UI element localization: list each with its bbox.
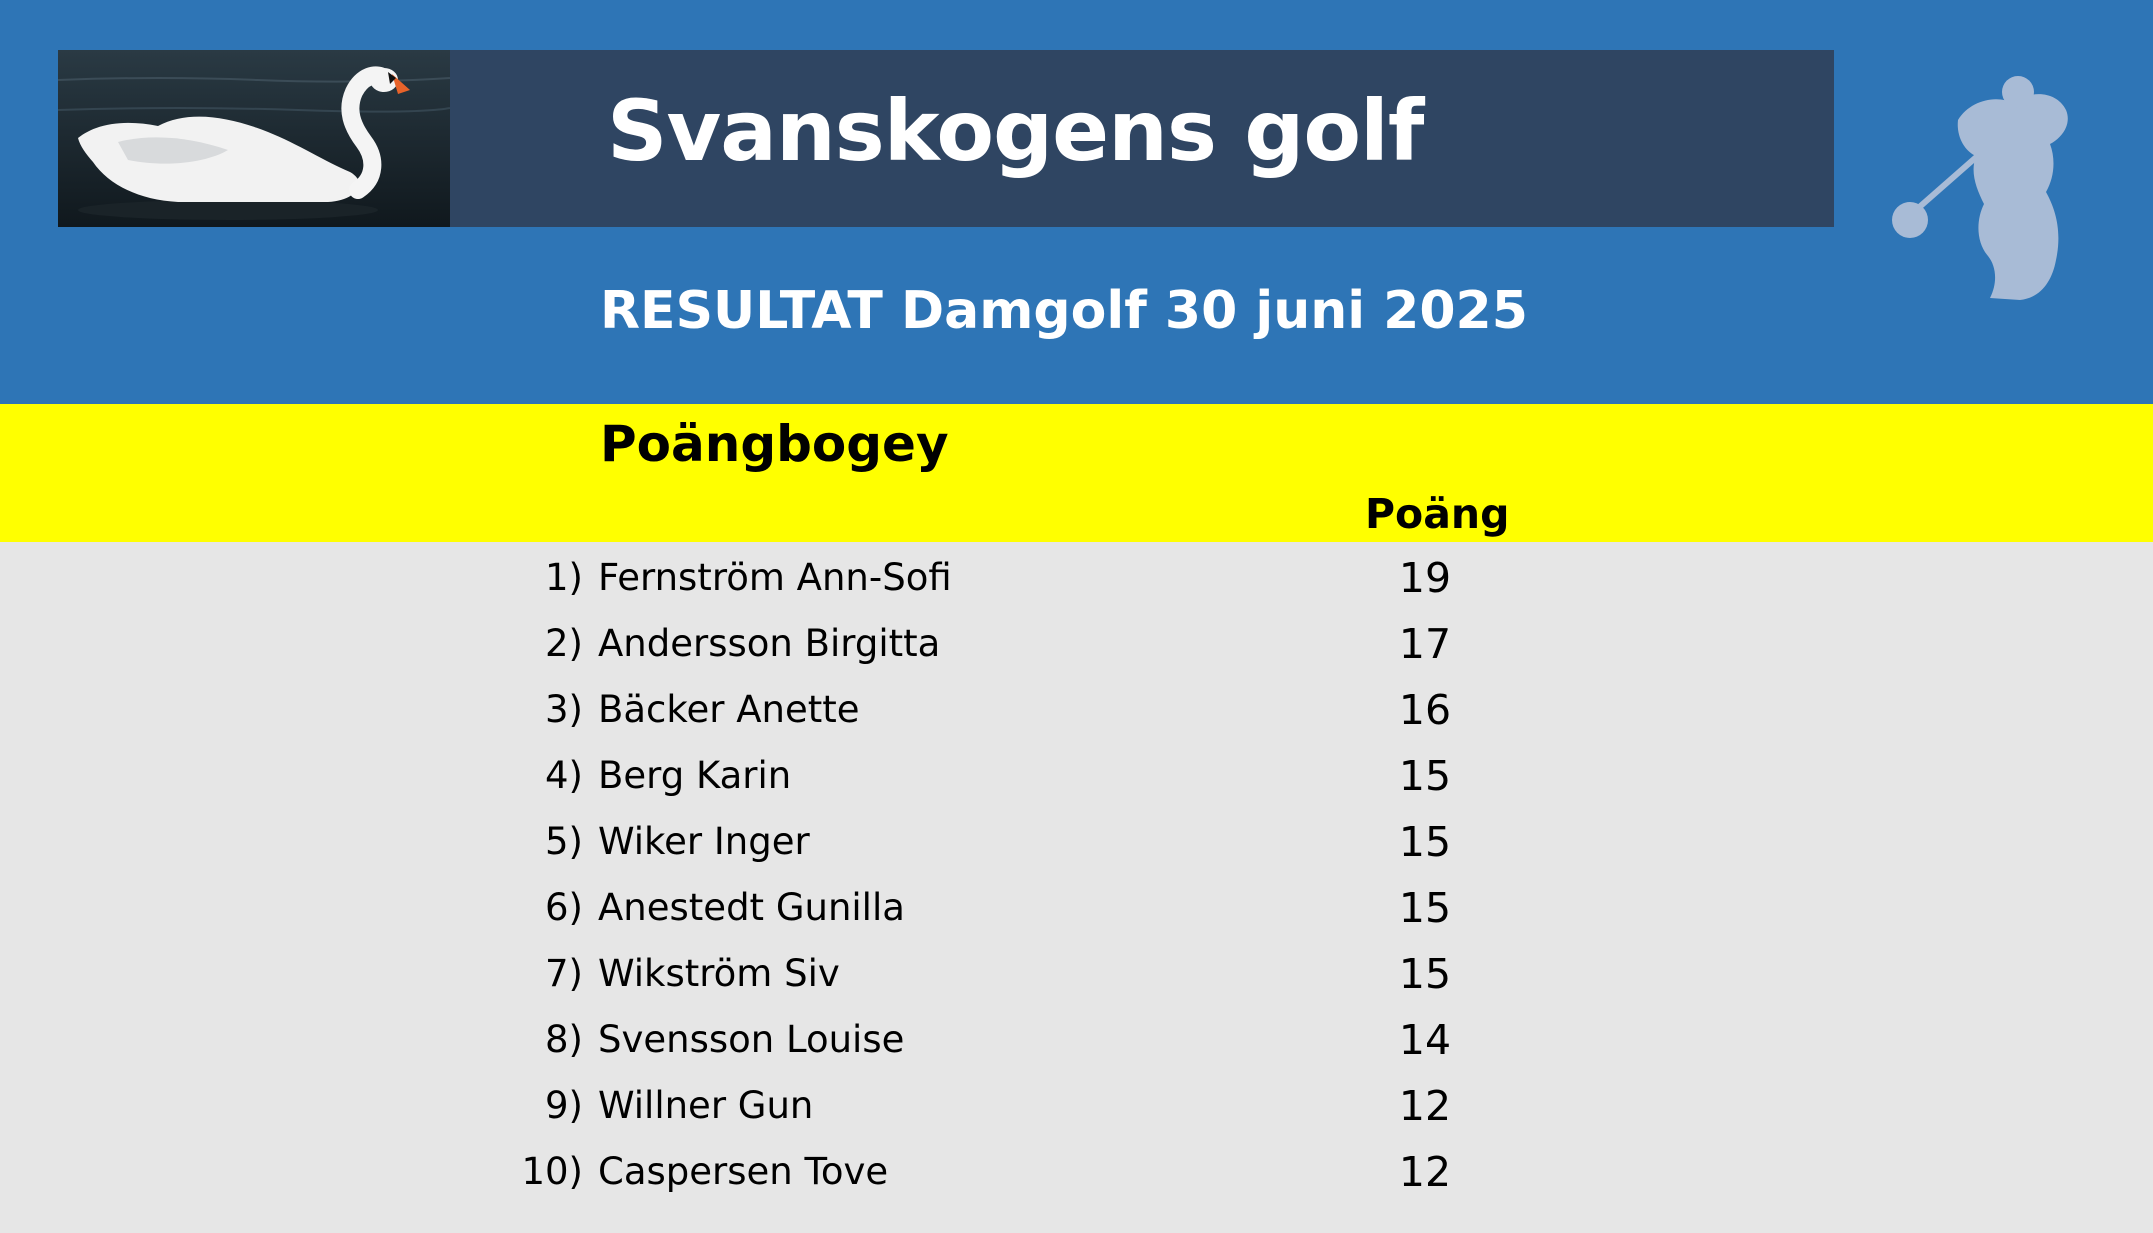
table-row: 2) Andersson Birgitta 17 [0, 611, 2153, 677]
table-row: 10) Caspersen Tove 12 [0, 1139, 2153, 1205]
section-band [0, 404, 2153, 542]
player-points: 12 [1398, 1082, 1452, 1130]
site-title: Svanskogens golf [607, 82, 1424, 180]
points-column-header: Poäng [1365, 490, 1510, 538]
player-name: Andersson Birgitta [598, 622, 941, 665]
player-name: Wiker Inger [598, 820, 810, 863]
table-row: 4) Berg Karin 15 [0, 743, 2153, 809]
player-points: 16 [1398, 686, 1452, 734]
result-rank: 1) [545, 556, 583, 599]
table-row: 3) Bäcker Anette 16 [0, 677, 2153, 743]
result-rank: 3) [545, 688, 583, 731]
player-name: Berg Karin [598, 754, 792, 797]
result-rank: 10) [521, 1150, 583, 1193]
table-row: 5) Wiker Inger 15 [0, 809, 2153, 875]
player-name: Caspersen Tove [598, 1150, 889, 1193]
result-rank: 7) [545, 952, 583, 995]
golfer-silhouette-icon [1880, 60, 2100, 305]
results-list: 1) Fernström Ann-Sofi 19 2) Andersson Birgit… [0, 545, 2153, 1205]
player-name: Fernström Ann-Sofi [598, 556, 952, 599]
player-points: 15 [1398, 950, 1452, 998]
player-points: 12 [1398, 1148, 1452, 1196]
result-rank: 9) [545, 1084, 583, 1127]
player-points: 17 [1398, 620, 1452, 668]
player-points: 15 [1398, 884, 1452, 932]
table-row: 6) Anestedt Gunilla 15 [0, 875, 2153, 941]
table-row: 1) Fernström Ann-Sofi 19 [0, 545, 2153, 611]
player-points: 19 [1398, 554, 1452, 602]
result-rank: 2) [545, 622, 583, 665]
player-name: Bäcker Anette [598, 688, 860, 731]
player-name: Svensson Louise [598, 1018, 905, 1061]
player-name: Anestedt Gunilla [598, 886, 905, 929]
player-name: Willner Gun [598, 1084, 814, 1127]
table-row: 8) Svensson Louise 14 [0, 1007, 2153, 1073]
section-title: Poängbogey [600, 415, 949, 473]
swan-icon [58, 50, 450, 227]
player-name: Wikström Siv [598, 952, 840, 995]
result-rank: 5) [545, 820, 583, 863]
table-row: 7) Wikström Siv 15 [0, 941, 2153, 1007]
player-points: 15 [1398, 752, 1452, 800]
table-row: 9) Willner Gun 12 [0, 1073, 2153, 1139]
player-points: 15 [1398, 818, 1452, 866]
player-points: 14 [1398, 1016, 1452, 1064]
result-heading: RESULTAT Damgolf 30 juni 2025 [600, 281, 1528, 341]
result-rank: 8) [545, 1018, 583, 1061]
result-rank: 6) [545, 886, 583, 929]
result-rank: 4) [545, 754, 583, 797]
